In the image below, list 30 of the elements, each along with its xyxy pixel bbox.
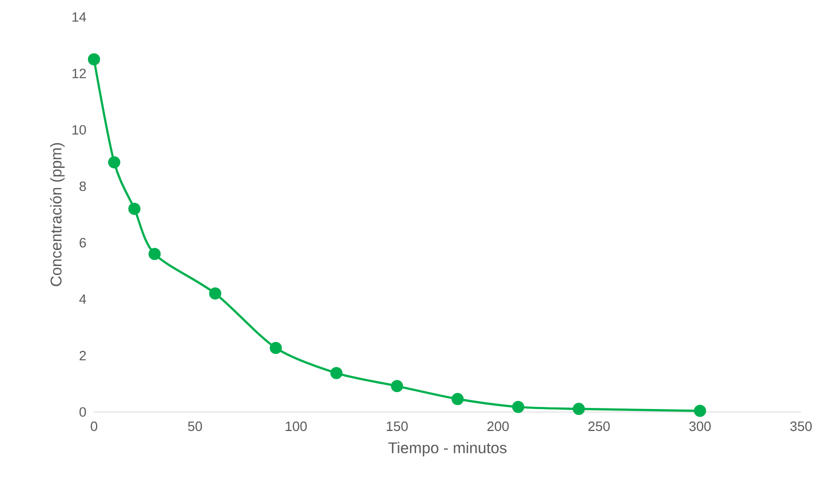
point xyxy=(512,400,524,414)
x-tick-label: 300 xyxy=(689,422,711,432)
y-tick-label: 0 xyxy=(80,407,86,417)
x-axis-title: Tiempo - minutos xyxy=(388,442,506,456)
point xyxy=(148,248,161,260)
y-tick-label: 6 xyxy=(80,238,86,248)
y-tick-label: 8 xyxy=(80,182,86,192)
y-axis-title: Concentración (ppm) xyxy=(50,143,65,286)
point xyxy=(108,156,120,168)
x-tick-label: 0 xyxy=(90,422,98,432)
point xyxy=(330,366,342,380)
x-tick-label: 350 xyxy=(790,422,812,432)
x-tick-label: 150 xyxy=(386,422,408,432)
y-tick-label: 12 xyxy=(72,68,86,78)
y-tick-label: 4 xyxy=(79,294,86,304)
x-tick-label: 50 xyxy=(188,422,202,432)
point xyxy=(452,392,464,406)
y-tick-label: 10 xyxy=(72,125,86,135)
point xyxy=(694,404,706,417)
y-tick-label: 14 xyxy=(72,12,86,22)
point xyxy=(270,342,282,354)
x-tick-label: 250 xyxy=(588,422,610,432)
point xyxy=(572,402,585,415)
point xyxy=(88,53,100,66)
point xyxy=(128,202,140,215)
x-tick-label: 200 xyxy=(487,422,509,432)
point xyxy=(390,380,404,392)
point xyxy=(209,287,222,300)
x-tick-label: 100 xyxy=(286,422,307,432)
y-tick-label: 2 xyxy=(80,350,86,360)
